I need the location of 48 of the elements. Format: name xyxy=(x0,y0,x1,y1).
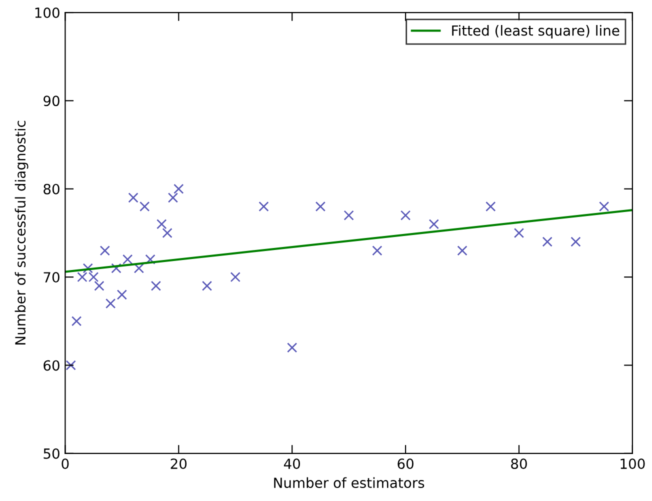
point xyxy=(202,280,212,291)
point xyxy=(156,219,167,230)
point xyxy=(287,342,298,353)
x-tick-label: 0 xyxy=(62,458,69,470)
y-tick-label: 100 xyxy=(35,7,60,18)
point xyxy=(150,280,162,291)
point xyxy=(105,298,116,309)
point xyxy=(315,201,326,212)
point xyxy=(542,236,552,247)
point xyxy=(230,272,240,282)
x-tick-label: 60 xyxy=(398,458,414,470)
x-axis-title: Number of estimators xyxy=(274,477,424,488)
point xyxy=(344,210,354,220)
point xyxy=(71,316,82,326)
point xyxy=(457,246,468,256)
x-tick-label: 80 xyxy=(511,458,527,470)
y-tick-label: 60 xyxy=(44,360,60,371)
point xyxy=(122,254,133,265)
point xyxy=(100,246,110,256)
y-tick-label: 70 xyxy=(44,272,60,283)
x-tick-label: 100 xyxy=(620,458,645,470)
y-tick-label: 80 xyxy=(44,184,60,194)
point xyxy=(66,360,76,370)
point xyxy=(570,236,581,247)
point xyxy=(168,192,178,203)
point xyxy=(400,210,411,220)
point xyxy=(134,263,144,274)
point xyxy=(428,219,439,230)
y-tick-label: 90 xyxy=(44,96,60,106)
point xyxy=(174,184,184,194)
point xyxy=(128,192,138,203)
point xyxy=(116,290,128,300)
point xyxy=(598,201,610,212)
point xyxy=(82,263,93,274)
point xyxy=(94,280,104,291)
legend-label: Fitted (least square) line xyxy=(452,25,620,38)
y-tick-label: 50 xyxy=(44,448,60,459)
x-tick-label: 20 xyxy=(170,458,187,470)
point xyxy=(162,228,172,238)
point xyxy=(145,254,156,265)
point xyxy=(140,201,150,212)
x-tick-label: 40 xyxy=(284,458,300,470)
point xyxy=(372,246,382,256)
point xyxy=(514,228,524,238)
point xyxy=(486,201,496,212)
point xyxy=(258,201,269,212)
point xyxy=(111,263,122,274)
y-axis-title: Number of successful diagnostic xyxy=(14,120,28,344)
